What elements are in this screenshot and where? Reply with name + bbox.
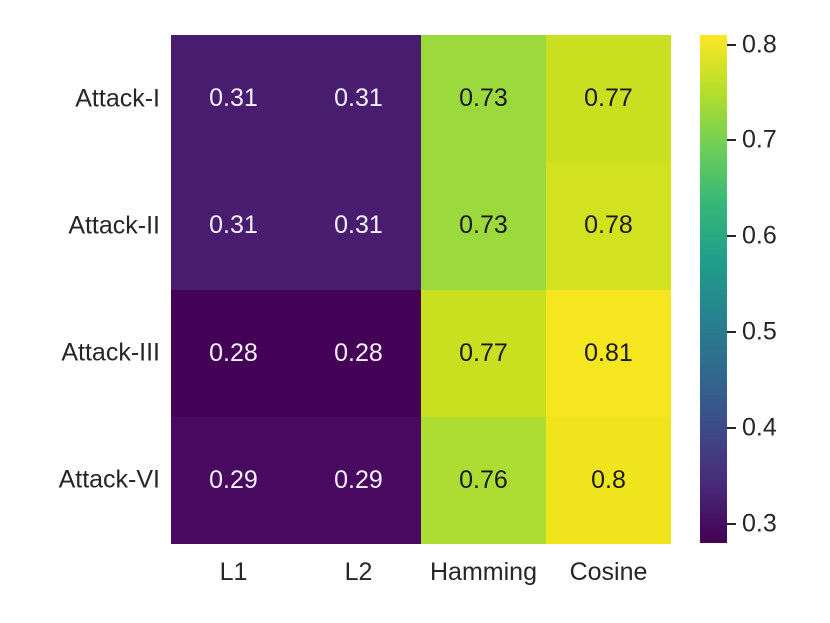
heatmap-cell-Attack-III-L1: 0.28	[171, 289, 296, 417]
colorbar-tick-label: 0.7	[742, 125, 777, 154]
colorbar-tick-label: 0.6	[742, 221, 777, 250]
cell-value-label: 0.31	[334, 211, 383, 240]
heatmap-cell-Attack-II-L2: 0.31	[296, 162, 421, 290]
colorbar-tick-mark	[727, 426, 736, 429]
cell-value-label: 0.78	[584, 211, 633, 240]
colorbar-tick-label: 0.8	[742, 30, 777, 59]
cell-value-label: 0.31	[209, 84, 258, 113]
heatmap-cell-Attack-II-Hamming: 0.73	[421, 162, 546, 290]
colorbar-tick-mark	[727, 139, 736, 142]
column-label-L2: L2	[344, 558, 373, 586]
colorbar	[700, 35, 727, 543]
heatmap-cell-Attack-III-Hamming: 0.77	[421, 289, 546, 417]
column-label-Cosine: Cosine	[569, 558, 648, 586]
heatmap-cell-Attack-VI-L1: 0.29	[171, 416, 296, 544]
row-label-Attack-VI: Attack-VI	[58, 465, 160, 494]
cell-value-label: 0.76	[459, 465, 508, 494]
heatmap-cell-Attack-I-L2: 0.31	[296, 35, 421, 163]
cell-value-label: 0.81	[584, 338, 633, 367]
heatmap-grid: 0.31 0.31 0.73 0.77 0.31 0.31 0.73 0.78 0.28 0.28…	[171, 35, 671, 544]
cell-value-label: 0.77	[584, 84, 633, 113]
cell-value-label: 0.29	[334, 465, 383, 494]
heatmap-cell-Attack-III-Cosine: 0.81	[546, 289, 671, 417]
colorbar-tick-label: 0.4	[742, 413, 777, 442]
colorbar-tick-mark	[727, 235, 736, 238]
colorbar-tick-mark	[727, 522, 736, 525]
cell-value-label: 0.31	[334, 84, 383, 113]
heatmap-cell-Attack-II-Cosine: 0.78	[546, 162, 671, 290]
heatmap-cell-Attack-VI-Cosine: 0.8	[546, 416, 671, 544]
heatmap-cell-Attack-VI-Hamming: 0.76	[421, 416, 546, 544]
heatmap-cell-Attack-VI-L2: 0.29	[296, 416, 421, 544]
cell-value-label: 0.31	[209, 211, 258, 240]
heatmap-cell-Attack-I-L1: 0.31	[171, 35, 296, 163]
cell-value-label: 0.77	[459, 338, 508, 367]
colorbar-tick-mark	[727, 331, 736, 334]
column-label-Hamming: Hamming	[430, 558, 537, 586]
row-label-Attack-I: Attack-I	[75, 84, 160, 113]
row-label-Attack-II: Attack-II	[68, 211, 160, 240]
colorbar-tick-mark	[727, 43, 736, 46]
column-label-L1: L1	[219, 558, 248, 586]
heatmap-cell-Attack-I-Hamming: 0.73	[421, 35, 546, 163]
heatmap-cell-Attack-III-L2: 0.28	[296, 289, 421, 417]
cell-value-label: 0.28	[334, 338, 383, 367]
cell-value-label: 0.28	[209, 338, 258, 367]
heatmap-cell-Attack-II-L1: 0.31	[171, 162, 296, 290]
row-label-Attack-III: Attack-III	[61, 338, 160, 367]
colorbar-tick-label: 0.5	[742, 317, 777, 346]
cell-value-label: 0.29	[209, 465, 258, 494]
cell-value-label: 0.73	[459, 211, 508, 240]
colorbar-tick-label: 0.3	[742, 509, 777, 538]
heatmap-cell-Attack-I-Cosine: 0.77	[546, 35, 671, 163]
cell-value-label: 0.8	[591, 465, 626, 494]
cell-value-label: 0.73	[459, 84, 508, 113]
